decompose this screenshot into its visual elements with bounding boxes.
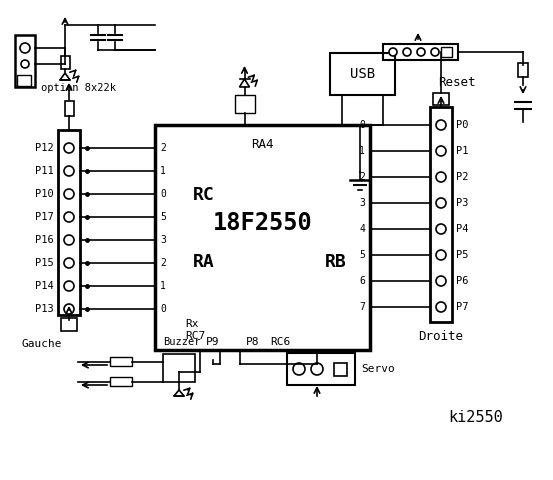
Text: RA: RA bbox=[193, 253, 215, 271]
Text: 3: 3 bbox=[359, 198, 365, 208]
Text: 1: 1 bbox=[160, 281, 166, 291]
Text: P7: P7 bbox=[456, 302, 468, 312]
Polygon shape bbox=[60, 73, 70, 80]
Text: 2: 2 bbox=[160, 143, 166, 153]
Bar bbox=[518, 63, 528, 77]
Bar bbox=[430, 107, 452, 322]
Circle shape bbox=[436, 224, 446, 234]
Text: Buzzer: Buzzer bbox=[163, 337, 201, 347]
Text: Gauche: Gauche bbox=[22, 339, 62, 349]
Text: Rx: Rx bbox=[185, 319, 199, 329]
Bar bbox=[65, 100, 74, 116]
Text: 2: 2 bbox=[359, 172, 365, 182]
Text: P11: P11 bbox=[35, 166, 54, 176]
Text: P15: P15 bbox=[35, 258, 54, 268]
Circle shape bbox=[436, 120, 446, 130]
Circle shape bbox=[389, 48, 397, 56]
Text: P14: P14 bbox=[35, 281, 54, 291]
Circle shape bbox=[436, 198, 446, 208]
Text: Droite: Droite bbox=[419, 329, 463, 343]
Text: 0: 0 bbox=[160, 304, 166, 314]
Circle shape bbox=[436, 146, 446, 156]
Text: option 8x22k: option 8x22k bbox=[41, 83, 116, 93]
Text: 0: 0 bbox=[359, 120, 365, 130]
Text: 3: 3 bbox=[160, 235, 166, 245]
Text: P6: P6 bbox=[456, 276, 468, 286]
Text: 1: 1 bbox=[359, 146, 365, 156]
Text: Servo: Servo bbox=[361, 364, 395, 374]
Text: RB: RB bbox=[325, 253, 347, 271]
Text: RA4: RA4 bbox=[251, 139, 274, 152]
Text: ki2550: ki2550 bbox=[448, 410, 503, 425]
Bar bbox=[433, 93, 449, 105]
Bar bbox=[17, 75, 31, 86]
Bar bbox=[334, 363, 347, 376]
Text: P13: P13 bbox=[35, 304, 54, 314]
Text: P4: P4 bbox=[456, 224, 468, 234]
Circle shape bbox=[64, 212, 74, 222]
Text: 2: 2 bbox=[160, 258, 166, 268]
Bar bbox=[234, 95, 254, 113]
Circle shape bbox=[64, 143, 74, 153]
Text: 6: 6 bbox=[359, 276, 365, 286]
Text: Reset: Reset bbox=[438, 75, 476, 88]
Text: 5: 5 bbox=[359, 250, 365, 260]
Text: P12: P12 bbox=[35, 143, 54, 153]
Text: P5: P5 bbox=[456, 250, 468, 260]
Circle shape bbox=[20, 43, 30, 53]
Text: USB: USB bbox=[350, 67, 375, 81]
Text: 18F2550: 18F2550 bbox=[212, 211, 312, 235]
Text: 7: 7 bbox=[359, 302, 365, 312]
Text: 0: 0 bbox=[160, 189, 166, 199]
Text: RC6: RC6 bbox=[270, 337, 291, 347]
Text: RC7: RC7 bbox=[185, 331, 205, 341]
Text: P17: P17 bbox=[35, 212, 54, 222]
Circle shape bbox=[436, 250, 446, 260]
Circle shape bbox=[64, 166, 74, 176]
Text: P3: P3 bbox=[456, 198, 468, 208]
Text: P2: P2 bbox=[456, 172, 468, 182]
Circle shape bbox=[64, 304, 74, 314]
Bar bbox=[441, 47, 452, 57]
Bar bbox=[61, 318, 77, 331]
Circle shape bbox=[21, 60, 29, 68]
Text: P16: P16 bbox=[35, 235, 54, 245]
Circle shape bbox=[417, 48, 425, 56]
Text: RC: RC bbox=[193, 186, 215, 204]
Text: P10: P10 bbox=[35, 189, 54, 199]
Bar bbox=[58, 130, 80, 315]
Bar bbox=[330, 53, 395, 95]
Text: P9: P9 bbox=[206, 337, 220, 347]
Bar bbox=[163, 354, 195, 382]
Text: P8: P8 bbox=[246, 337, 260, 347]
Circle shape bbox=[64, 189, 74, 199]
Polygon shape bbox=[174, 390, 184, 396]
Circle shape bbox=[64, 235, 74, 245]
Bar bbox=[110, 377, 132, 386]
Bar bbox=[287, 353, 355, 385]
Bar bbox=[383, 44, 458, 60]
Bar bbox=[15, 35, 35, 87]
Text: 5: 5 bbox=[160, 212, 166, 222]
Text: 4: 4 bbox=[359, 224, 365, 234]
Circle shape bbox=[436, 276, 446, 286]
Circle shape bbox=[311, 363, 323, 375]
Bar bbox=[110, 357, 132, 366]
Circle shape bbox=[403, 48, 411, 56]
Circle shape bbox=[431, 48, 439, 56]
Text: 1: 1 bbox=[160, 166, 166, 176]
Polygon shape bbox=[239, 79, 249, 87]
Circle shape bbox=[293, 363, 305, 375]
Circle shape bbox=[64, 281, 74, 291]
Circle shape bbox=[436, 172, 446, 182]
Text: P0: P0 bbox=[456, 120, 468, 130]
Bar bbox=[155, 125, 370, 350]
Circle shape bbox=[436, 302, 446, 312]
Bar bbox=[60, 56, 70, 69]
Circle shape bbox=[64, 258, 74, 268]
Text: P1: P1 bbox=[456, 146, 468, 156]
